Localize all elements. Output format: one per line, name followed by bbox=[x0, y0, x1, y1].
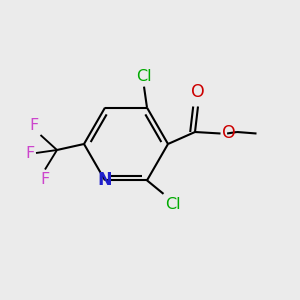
Text: O: O bbox=[191, 83, 205, 101]
Text: Cl: Cl bbox=[136, 69, 152, 84]
Text: O: O bbox=[222, 124, 236, 142]
Text: F: F bbox=[25, 146, 34, 160]
Text: F: F bbox=[30, 118, 39, 133]
Text: N: N bbox=[98, 171, 112, 189]
Text: Cl: Cl bbox=[165, 197, 181, 212]
Text: F: F bbox=[40, 172, 50, 188]
